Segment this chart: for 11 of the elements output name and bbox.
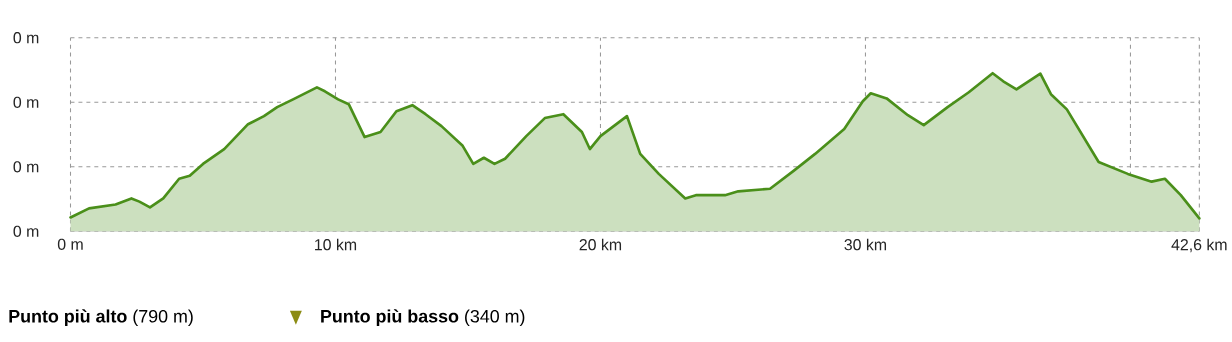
x-tick-label: 0 m [57,238,83,251]
text: Punto più alto (790 m) [9,309,193,327]
x-tick-label: 10 km [315,238,357,251]
x-tick-label: 30 km [844,238,887,251]
x-tick-label: 20 km [579,238,622,251]
y-tick-label: 0 m [13,32,39,44]
text: Punto più basso (340 m) [321,309,525,327]
x-tick-label: 42,6 km [1171,238,1227,253]
y-tick-label: 0 m [13,96,39,109]
y-tick-label: 0 m [13,225,39,238]
y-tick-label: 0 m [13,161,39,173]
